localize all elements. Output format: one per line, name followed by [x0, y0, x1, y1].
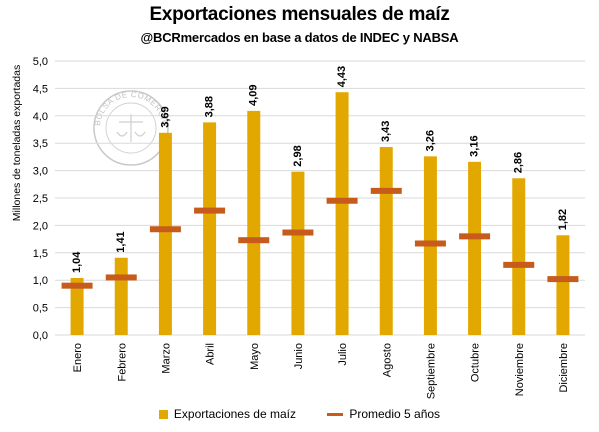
legend-item-exports: Exportaciones de maíz [158, 406, 296, 421]
average-marker [503, 261, 535, 268]
average-marker [414, 240, 446, 247]
average-marker [326, 197, 358, 204]
data-label: 1,04 [71, 251, 83, 273]
legend-swatch-line [327, 413, 344, 417]
y-tick-label: 1,0 [33, 275, 48, 287]
bar [114, 257, 128, 335]
y-tick-label: 3,5 [33, 138, 48, 150]
data-label: 2,98 [292, 145, 304, 166]
x-tick-label: Octubre [470, 343, 482, 382]
average-marker [459, 233, 491, 240]
bar [556, 235, 570, 335]
y-tick-label: 0,5 [33, 303, 48, 315]
legend: Exportaciones de maíz Promedio 5 años [0, 406, 599, 421]
legend-swatch-bar [158, 410, 168, 420]
chart-subtitle: @BCRmercados en base a datos de INDEC y … [140, 30, 459, 45]
watermark-seal: BOLSA DE COMERCIO DE ROSARIO [0, 0, 169, 166]
x-tick-label: Septiembre [425, 343, 437, 399]
legend-label-exports: Exportaciones de maíz [173, 406, 296, 421]
x-tick-label: Febrero [116, 343, 128, 382]
bars-group [70, 92, 570, 336]
y-tick-label: 4,0 [33, 111, 48, 123]
data-label: 1,41 [115, 231, 127, 252]
seal-inner-ring [105, 102, 157, 154]
average-marker [282, 229, 314, 236]
x-tick-label: Marzo [160, 343, 172, 374]
data-label: 4,43 [336, 66, 348, 87]
data-label: 4,09 [248, 84, 260, 105]
bar [70, 278, 84, 335]
x-tick-label: Enero [72, 343, 84, 372]
average-markers-group [61, 187, 579, 289]
x-tick-label: Mayo [249, 343, 261, 370]
bar [203, 122, 217, 335]
y-axis-ticks: 0,0 0,5 1,0 1,5 2,0 2,5 3,0 3,5 4,0 4,5 5,0 [33, 56, 48, 342]
seal-scales-icon [116, 114, 146, 142]
y-tick-label: 4,5 [33, 83, 48, 95]
bar [158, 132, 172, 335]
data-label: 3,43 [380, 121, 392, 142]
data-label: 3,88 [204, 96, 216, 117]
gridlines [55, 60, 585, 336]
x-tick-label: Junio [293, 343, 305, 369]
average-marker [238, 237, 270, 244]
average-marker [105, 274, 137, 281]
y-tick-label: 5,0 [33, 56, 48, 68]
x-tick-label: Diciembre [558, 343, 570, 393]
data-label: 3,26 [424, 130, 436, 151]
x-tick-label: Noviembre [514, 343, 526, 396]
bar [247, 110, 261, 335]
y-axis-label: Millones de toneladas exportadas [11, 65, 23, 221]
y-tick-label: 2,5 [33, 193, 48, 205]
data-label: 1,82 [557, 209, 569, 230]
bar [512, 178, 526, 335]
data-label: 3,16 [469, 135, 481, 156]
data-label: 3,69 [159, 106, 171, 127]
legend-item-average: Promedio 5 años [327, 407, 440, 421]
legend-label-average: Promedio 5 años [349, 406, 441, 421]
data-label: 2,86 [513, 152, 525, 173]
bar [335, 92, 349, 336]
bar [468, 161, 482, 335]
average-marker [61, 282, 93, 289]
y-tick-label: 0,0 [33, 330, 48, 342]
bar [291, 171, 305, 335]
average-marker [149, 226, 181, 233]
y-tick-label: 1,5 [33, 248, 48, 260]
y-tick-label: 3,0 [33, 166, 48, 178]
y-tick-label: 2,0 [33, 220, 48, 232]
x-axis-ticks: Enero Febrero Marzo Abril Mayo Junio Julio Agos… [72, 343, 570, 399]
average-marker [194, 207, 226, 214]
seal-text: BOLSA DE COMERCIO DE ROSARIO [0, 0, 169, 127]
average-marker [370, 187, 402, 194]
x-tick-label: Agosto [381, 343, 393, 377]
x-tick-label: Abril [205, 343, 217, 365]
x-tick-label: Julio [337, 343, 349, 366]
average-marker [547, 276, 579, 283]
chart-title: Exportaciones mensuales de maíz [149, 4, 450, 25]
data-labels-group: 1,04 1,41 3,69 3,88 4,09 2,98 4,43 3,43 3,26 3,16… [71, 66, 569, 273]
seal-outer-ring [93, 90, 169, 166]
bar [379, 147, 393, 335]
